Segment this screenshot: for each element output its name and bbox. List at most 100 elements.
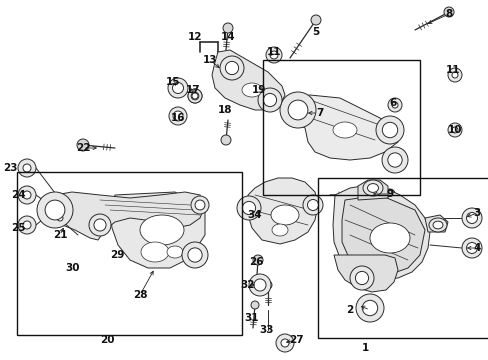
Ellipse shape	[242, 83, 262, 97]
Ellipse shape	[362, 300, 377, 316]
Circle shape	[18, 216, 36, 234]
Ellipse shape	[253, 279, 265, 291]
Ellipse shape	[225, 62, 238, 75]
Polygon shape	[45, 192, 204, 240]
Polygon shape	[357, 180, 387, 200]
Text: 17: 17	[185, 85, 200, 95]
Ellipse shape	[220, 56, 244, 80]
Ellipse shape	[349, 266, 373, 290]
Bar	[17, 172, 242, 335]
Ellipse shape	[381, 147, 407, 173]
Text: 11: 11	[445, 65, 459, 75]
Ellipse shape	[141, 242, 169, 262]
Text: 1: 1	[361, 343, 368, 353]
Circle shape	[447, 68, 461, 82]
Circle shape	[269, 51, 278, 59]
Text: 6: 6	[388, 98, 396, 108]
Polygon shape	[285, 95, 397, 160]
Text: 24: 24	[11, 190, 25, 200]
Ellipse shape	[89, 214, 111, 236]
Circle shape	[391, 102, 397, 108]
Circle shape	[223, 23, 232, 33]
Ellipse shape	[182, 242, 207, 268]
Text: 25: 25	[11, 223, 25, 233]
Text: 28: 28	[132, 290, 147, 300]
Text: 5: 5	[312, 27, 319, 37]
Ellipse shape	[369, 223, 409, 253]
Circle shape	[23, 221, 31, 229]
Ellipse shape	[466, 243, 476, 253]
Ellipse shape	[461, 238, 481, 258]
Text: 32: 32	[240, 280, 255, 290]
Ellipse shape	[187, 248, 202, 262]
Text: 13: 13	[203, 55, 217, 65]
Circle shape	[187, 89, 202, 103]
Text: 34: 34	[247, 210, 262, 220]
Bar	[317, 178, 488, 338]
Circle shape	[443, 7, 453, 17]
Text: 10: 10	[447, 125, 461, 135]
Circle shape	[221, 135, 230, 145]
Text: 12: 12	[187, 32, 202, 42]
Ellipse shape	[168, 78, 187, 98]
Circle shape	[57, 215, 63, 221]
Ellipse shape	[169, 107, 186, 125]
Ellipse shape	[432, 221, 442, 229]
Ellipse shape	[172, 82, 183, 94]
Circle shape	[451, 72, 457, 78]
Ellipse shape	[287, 100, 307, 120]
Text: 19: 19	[251, 85, 265, 95]
Circle shape	[192, 93, 198, 99]
Ellipse shape	[242, 201, 255, 215]
Circle shape	[23, 164, 31, 172]
Text: 22: 22	[76, 143, 90, 153]
Ellipse shape	[258, 88, 282, 112]
Ellipse shape	[45, 200, 65, 220]
Circle shape	[18, 159, 36, 177]
Circle shape	[77, 139, 89, 151]
Ellipse shape	[167, 246, 183, 258]
Polygon shape	[333, 255, 397, 292]
Ellipse shape	[303, 195, 323, 215]
Ellipse shape	[355, 271, 368, 285]
Ellipse shape	[270, 205, 298, 225]
Text: 14: 14	[220, 32, 235, 42]
Ellipse shape	[271, 224, 287, 236]
Text: 26: 26	[248, 257, 263, 267]
Ellipse shape	[191, 196, 208, 214]
Text: 23: 23	[3, 163, 17, 173]
Polygon shape	[247, 178, 317, 244]
Text: 11: 11	[266, 47, 281, 57]
Polygon shape	[212, 50, 285, 110]
Ellipse shape	[375, 116, 403, 144]
Text: 30: 30	[65, 263, 80, 273]
Ellipse shape	[248, 274, 270, 296]
Text: 33: 33	[259, 325, 274, 335]
Ellipse shape	[466, 212, 476, 224]
Polygon shape	[424, 215, 447, 232]
Ellipse shape	[428, 218, 446, 232]
Circle shape	[18, 186, 36, 204]
Ellipse shape	[355, 294, 383, 322]
Circle shape	[23, 191, 31, 199]
Bar	[263, 60, 419, 195]
Ellipse shape	[195, 200, 204, 210]
Text: 29: 29	[110, 250, 124, 260]
Ellipse shape	[187, 89, 202, 103]
Polygon shape	[332, 185, 429, 280]
Circle shape	[281, 339, 288, 347]
Ellipse shape	[332, 122, 356, 138]
Ellipse shape	[191, 92, 199, 100]
Circle shape	[264, 281, 271, 289]
Ellipse shape	[173, 111, 183, 121]
Text: 27: 27	[288, 335, 303, 345]
Text: 20: 20	[100, 335, 114, 345]
Text: 16: 16	[170, 113, 185, 123]
Text: 8: 8	[445, 9, 452, 19]
Circle shape	[232, 70, 243, 80]
Circle shape	[250, 301, 259, 309]
Circle shape	[447, 123, 461, 137]
Ellipse shape	[280, 92, 315, 128]
Ellipse shape	[37, 192, 73, 228]
Circle shape	[387, 98, 401, 112]
